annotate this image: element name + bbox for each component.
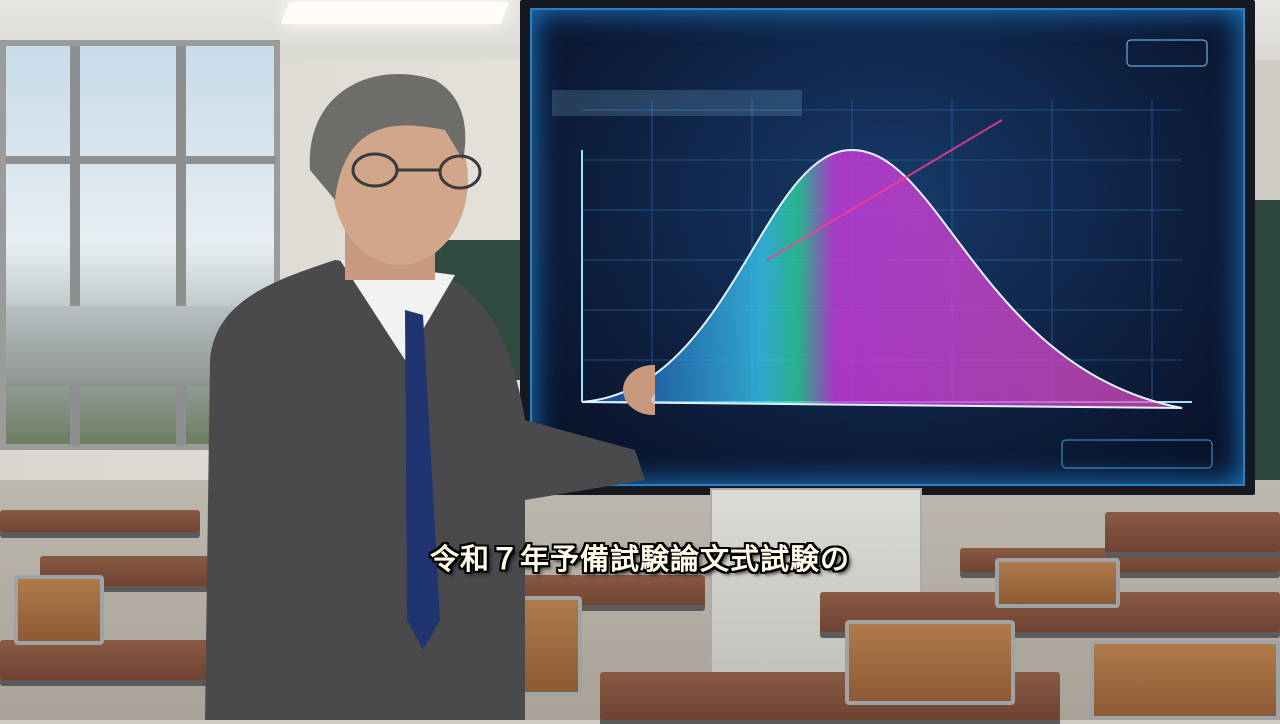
chalkboard-right bbox=[1250, 200, 1280, 480]
chair bbox=[1090, 640, 1280, 720]
window-mullion bbox=[176, 46, 186, 446]
chair bbox=[845, 620, 1015, 705]
bell-curve bbox=[581, 148, 1183, 409]
screen-hud-box bbox=[1061, 439, 1213, 469]
gray-hair bbox=[309, 74, 466, 200]
desk bbox=[0, 510, 200, 532]
ceiling-light bbox=[280, 2, 510, 24]
bell-curve-chart bbox=[552, 39, 1213, 469]
chair bbox=[995, 558, 1120, 608]
presenter-person bbox=[195, 60, 769, 720]
screen-title-bar bbox=[552, 90, 802, 116]
shirt-collar bbox=[340, 260, 455, 360]
chair bbox=[520, 596, 582, 696]
window-transom bbox=[6, 156, 276, 164]
necktie bbox=[405, 310, 440, 650]
window-mullion bbox=[70, 46, 80, 446]
screen-badge bbox=[1126, 39, 1208, 67]
glasses-icon bbox=[351, 152, 482, 190]
chair bbox=[14, 575, 104, 645]
face bbox=[332, 95, 468, 265]
subtitle-caption: 令和７年予備試験論文式試験の bbox=[429, 542, 850, 576]
desk bbox=[1105, 512, 1280, 552]
desk bbox=[0, 640, 210, 680]
hand bbox=[623, 365, 683, 415]
laser-beam bbox=[766, 119, 1003, 261]
